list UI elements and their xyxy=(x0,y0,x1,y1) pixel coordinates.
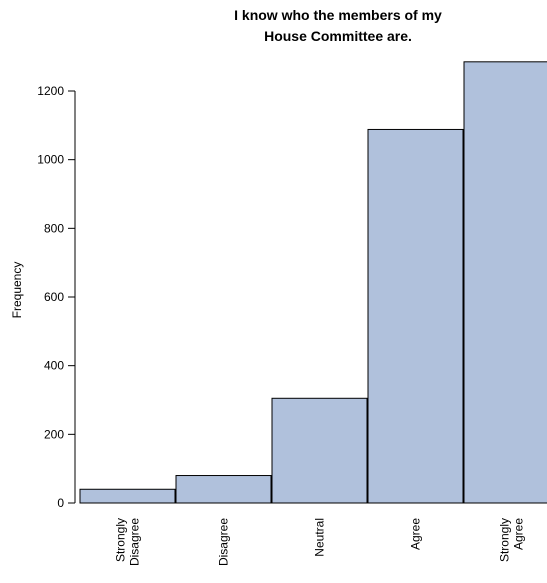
x-tick-label: Agree xyxy=(409,518,423,550)
bar xyxy=(271,397,368,504)
bars xyxy=(79,61,547,504)
bar xyxy=(367,128,464,504)
chart-title-line-1: I know who the members of my xyxy=(234,7,442,23)
y-tick-label: 800 xyxy=(44,221,64,235)
bar xyxy=(463,61,547,504)
y-tick-label: 600 xyxy=(44,290,64,304)
y-tick-label: 400 xyxy=(44,359,64,373)
y-axis-label: Frequency xyxy=(10,262,24,319)
y-tick-label: 0 xyxy=(57,496,64,510)
x-tick-label: Strongly xyxy=(114,518,128,562)
y-axis-ticks: 0 200 400 600 800 1000 1200 xyxy=(37,84,75,510)
y-tick-label: 1200 xyxy=(37,84,64,98)
x-tick-label: Strongly xyxy=(498,518,512,562)
y-tick-label: 1000 xyxy=(37,153,64,167)
x-tick-label: Disagree xyxy=(217,518,231,566)
x-tick-label: Disagree xyxy=(128,518,142,566)
bar xyxy=(79,488,176,504)
x-tick-label: Agree xyxy=(512,518,526,550)
x-tick-label: Neutral xyxy=(313,518,327,557)
bar xyxy=(175,475,272,504)
chart-title-line-2: House Committee are. xyxy=(264,28,412,44)
y-tick-label: 200 xyxy=(44,427,64,441)
x-axis-labels: Strongly Disagree Disagree Neutral Agree Stro… xyxy=(114,518,526,566)
